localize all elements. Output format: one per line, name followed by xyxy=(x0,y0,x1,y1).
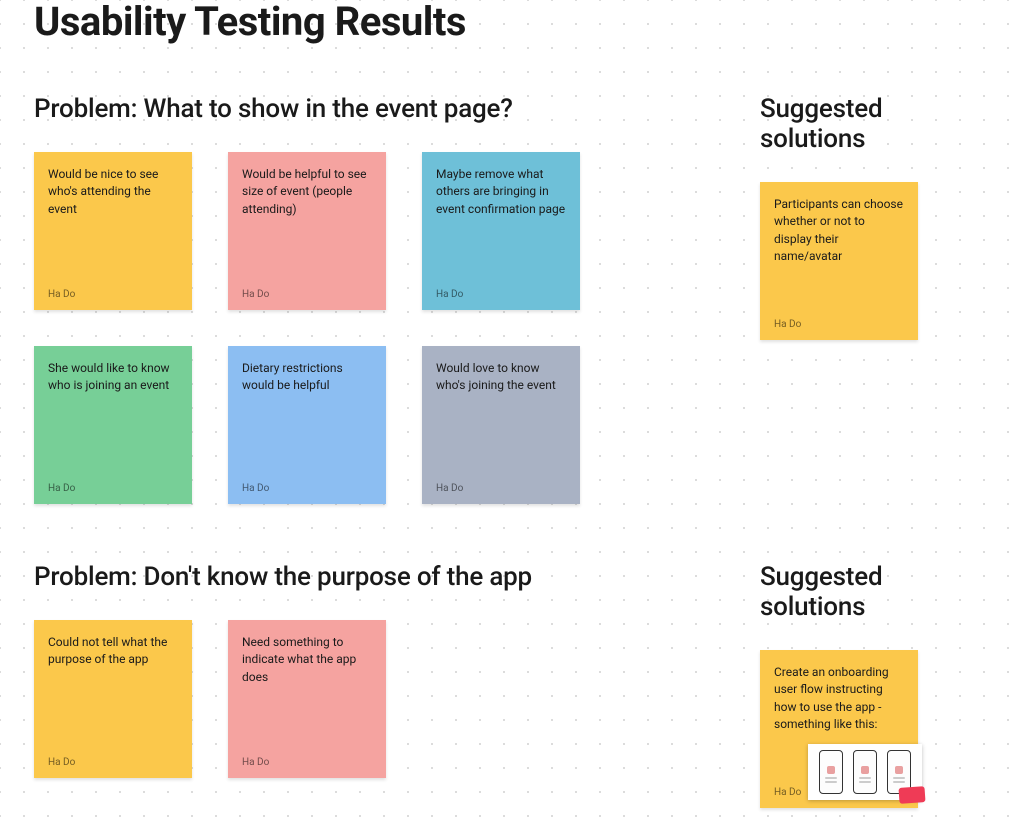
problem-heading: Problem: Don't know the purpose of the a… xyxy=(34,562,724,592)
phone-mock-icon xyxy=(853,750,877,794)
solution-column: Suggested solutions Create an onboarding … xyxy=(724,562,990,808)
solution-column: Suggested solutions Participants can choo… xyxy=(724,94,990,504)
problem-notes-grid: Could not tell what the purpose of the a… xyxy=(34,620,724,778)
section: Problem: Don't know the purpose of the a… xyxy=(0,562,1024,808)
sticky-note[interactable]: Would be helpful to see size of event (p… xyxy=(228,152,386,310)
sticky-note[interactable]: Dietary restrictions would be helpful Ha … xyxy=(228,346,386,504)
sticky-note-author: Ha Do xyxy=(48,483,178,494)
onboarding-thumbnail xyxy=(808,744,922,800)
sticky-note[interactable]: Would love to know who's joining the eve… xyxy=(422,346,580,504)
solution-heading: Suggested solutions xyxy=(760,94,990,154)
sticky-note-author: Ha Do xyxy=(48,289,178,300)
sticky-note-author: Ha Do xyxy=(436,289,566,300)
solution-notes-grid: Create an onboarding user flow instructi… xyxy=(760,650,990,808)
sticky-note-text: Would be helpful to see size of event (p… xyxy=(242,166,372,218)
sticky-note[interactable]: Would be nice to see who's attending the… xyxy=(34,152,192,310)
problem-notes-grid: Would be nice to see who's attending the… xyxy=(34,152,724,504)
problem-column: Problem: Don't know the purpose of the a… xyxy=(34,562,724,808)
sticky-note[interactable]: She would like to know who is joining an… xyxy=(34,346,192,504)
sticky-note-text: Dietary restrictions would be helpful xyxy=(242,360,372,395)
sticky-note-text: She would like to know who is joining an… xyxy=(48,360,178,395)
sticky-note[interactable]: Maybe remove what others are bringing in… xyxy=(422,152,580,310)
sticky-note[interactable]: Need something to indicate what the app … xyxy=(228,620,386,778)
problem-column: Problem: What to show in the event page?… xyxy=(34,94,724,504)
phone-mock-icon xyxy=(819,750,843,794)
sticky-note-author: Ha Do xyxy=(48,757,178,768)
solution-notes-grid: Participants can choose whether or not t… xyxy=(760,182,990,340)
sticky-note-text: Maybe remove what others are bringing in… xyxy=(436,166,566,218)
sticky-note-author: Ha Do xyxy=(242,757,372,768)
sticky-note[interactable]: Participants can choose whether or not t… xyxy=(760,182,918,340)
problem-heading: Problem: What to show in the event page? xyxy=(34,94,724,124)
page-title: Usability Testing Results xyxy=(34,0,1024,44)
sticky-note-text: Could not tell what the purpose of the a… xyxy=(48,634,178,669)
section: Problem: What to show in the event page?… xyxy=(0,94,1024,504)
solution-heading: Suggested solutions xyxy=(760,562,990,622)
sticky-note-author: Ha Do xyxy=(242,289,372,300)
sticky-note-text: Need something to indicate what the app … xyxy=(242,634,372,686)
sticky-note-author: Ha Do xyxy=(774,319,904,330)
sticky-note-text: Would love to know who's joining the eve… xyxy=(436,360,566,395)
sticky-note-author: Ha Do xyxy=(242,483,372,494)
sticky-note-text: Create an onboarding user flow instructi… xyxy=(774,664,904,734)
sticky-note-author: Ha Do xyxy=(436,483,566,494)
sticky-note-text: Would be nice to see who's attending the… xyxy=(48,166,178,218)
sticky-note[interactable]: Could not tell what the purpose of the a… xyxy=(34,620,192,778)
sticky-note[interactable]: Create an onboarding user flow instructi… xyxy=(760,650,918,808)
accent-shape xyxy=(898,786,925,804)
sticky-note-text: Participants can choose whether or not t… xyxy=(774,196,904,266)
